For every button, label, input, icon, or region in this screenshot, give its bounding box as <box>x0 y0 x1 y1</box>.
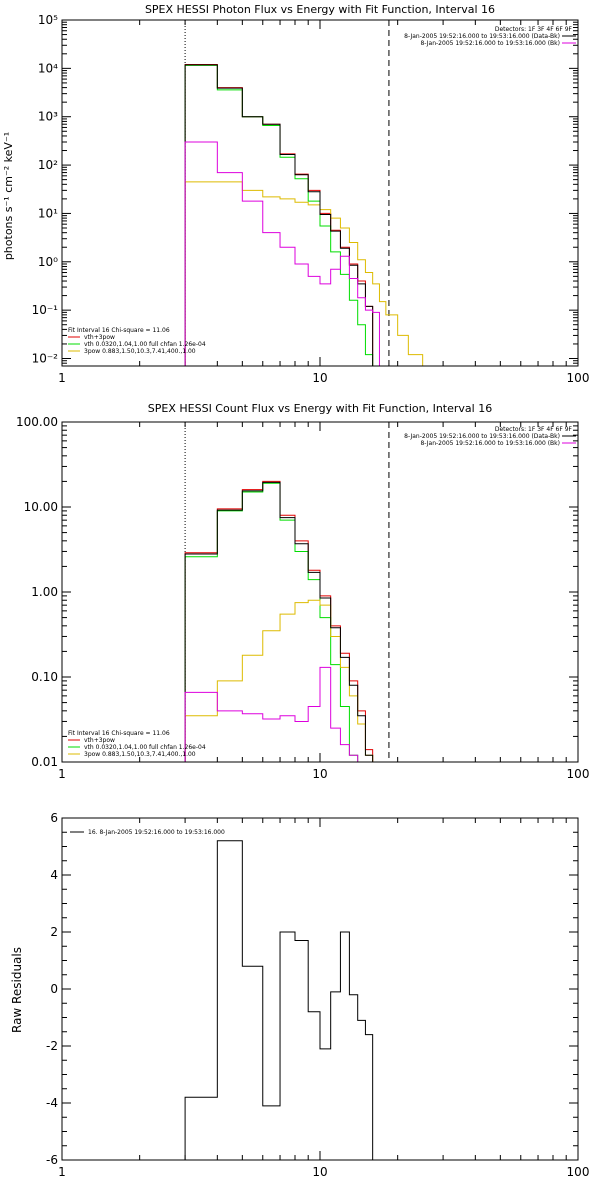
x-tick-label: 100 <box>567 371 590 385</box>
y-tick-label: 4 <box>50 868 58 882</box>
y-tick-label: 0.10 <box>31 670 58 684</box>
series-vth <box>184 482 359 762</box>
x-tick-label: 1 <box>58 371 66 385</box>
y-tick-label: 0.01 <box>31 755 58 769</box>
count-plot-frame <box>61 421 579 763</box>
x-tick-label: 10 <box>312 767 327 781</box>
photon-legend-vth: vth 0.0320,1.04,1.00 full chfan 1.26e-04 <box>84 341 206 348</box>
photon-legend-3pow: 3pow 0.883,1.50,10.3,7.41,400.,1.00 <box>84 348 196 355</box>
series-3pow <box>184 599 374 762</box>
count-series <box>184 480 374 762</box>
y-tick-label: 10⁴ <box>38 61 58 75</box>
photon-legend-right: Detectors: 1F 3F 4F 6F 9F 8-Jan-2005 19:… <box>404 26 576 47</box>
photon-ylabel: photons s⁻¹ cm⁻² keV⁻¹ <box>2 132 15 260</box>
count-legend-left: Fit Interval 16 Chi-square = 11.06 vth+3… <box>68 730 206 758</box>
count-axis-ticks: 1 10 100 0.01 0.10 1.00 10.00 100.00 <box>16 415 589 781</box>
residuals-plot-frame <box>61 817 579 1161</box>
photon-legend-left: Fit Interval 16 Chi-square = 11.06 vth+3… <box>68 327 206 355</box>
count-legend-vth3pow: vth+3pow <box>84 737 115 744</box>
y-tick-label: 10³ <box>38 110 58 124</box>
y-tick-label: 6 <box>50 811 58 825</box>
count-legend-3pow: 3pow 0.883,1.50,10.3,7.41,400.,1.00 <box>84 751 196 758</box>
x-tick-label: 1 <box>58 767 66 781</box>
photon-title: SPEX HESSI Photon Flux vs Energy with Fi… <box>145 3 495 16</box>
photon-fit-range-lines <box>184 20 390 366</box>
count-title: SPEX HESSI Count Flux vs Energy with Fit… <box>148 402 492 415</box>
series-vth <box>184 64 374 366</box>
y-tick-label: 100.00 <box>16 415 58 429</box>
photon-legend-databk: 8-Jan-2005 19:52:16.000 to 19:53:16.000 … <box>404 33 560 40</box>
count-legend-databk: 8-Jan-2005 19:52:16.000 to 19:53:16.000 … <box>404 433 560 440</box>
y-tick-label: -2 <box>46 1039 58 1053</box>
residuals-series <box>184 840 374 1160</box>
y-tick-label: -4 <box>46 1096 58 1110</box>
photon-panel: SPEX HESSI Photon Flux vs Energy with Fi… <box>2 3 589 385</box>
y-tick-label: 10¹ <box>38 206 58 220</box>
residuals-axis-ticks: 1 10 100 -6 -4 -2 0 2 4 6 <box>46 811 589 1179</box>
count-fit-range-lines <box>184 422 390 762</box>
x-tick-label: 10 <box>312 371 327 385</box>
y-tick-label: 0 <box>50 982 58 996</box>
photon-legend-vth3pow: vth+3pow <box>84 334 115 341</box>
count-legend-bk: 8-Jan-2005 19:52:16.000 to 19:53:16.000 … <box>420 440 560 447</box>
x-tick-label: 100 <box>567 1165 590 1179</box>
y-tick-label: 10⁰ <box>38 255 58 269</box>
photon-axis-ticks: 1 10 100 10⁻² 10⁻¹ 10⁰ 10¹ 10² 10³ 10⁴ 10⁵ <box>32 13 590 385</box>
photon-legend-fit-interval: Fit Interval 16 Chi-square = 11.06 <box>68 327 170 334</box>
count-legend-fit-interval: Fit Interval 16 Chi-square = 11.06 <box>68 730 170 737</box>
y-tick-label: 10⁻² <box>32 352 59 366</box>
y-tick-label: 10⁻¹ <box>32 303 59 317</box>
count-panel: SPEX HESSI Count Flux vs Energy with Fit… <box>16 402 589 781</box>
series-vth-3pow <box>184 64 374 366</box>
count-legend-right: Detectors: 1F 3F 4F 6F 9F 8-Jan-2005 19:… <box>404 426 576 447</box>
count-legend-vth: vth 0.0320,1.04,1.00 full chfan 1.26e-04 <box>84 744 206 751</box>
series-bk <box>184 666 359 762</box>
photon-plot-frame <box>61 19 579 367</box>
series-bk <box>184 141 380 366</box>
series-data-bk <box>184 481 374 762</box>
photon-legend-bk: 8-Jan-2005 19:52:16.000 to 19:53:16.000 … <box>420 40 560 47</box>
x-tick-label: 100 <box>567 767 590 781</box>
series-16-8-jan-2005-19-52-16-0 <box>184 840 374 1160</box>
photon-legend-detectors: Detectors: 1F 3F 4F 6F 9F <box>495 26 573 33</box>
count-legend-detectors: Detectors: 1F 3F 4F 6F 9F <box>495 426 573 433</box>
x-tick-label: 1 <box>58 1165 66 1179</box>
series-3pow <box>184 181 424 366</box>
y-tick-label: 10² <box>38 158 58 172</box>
series-vth-3pow <box>184 480 374 762</box>
residuals-legend: 16. 8-Jan-2005 19:52:16.000 to 19:53:16.… <box>88 829 225 836</box>
residuals-panel: Raw Residuals 1 10 100 -6 -4 -2 0 2 4 6 16. 8-Jan… <box>10 811 589 1179</box>
y-tick-label: 2 <box>50 925 58 939</box>
x-tick-label: 10 <box>312 1165 327 1179</box>
series-data-bk <box>184 64 374 366</box>
y-tick-label: 1.00 <box>31 585 58 599</box>
y-tick-label: -6 <box>46 1153 58 1167</box>
y-tick-label: 10⁵ <box>38 13 58 27</box>
y-tick-label: 10.00 <box>24 500 58 514</box>
residuals-ylabel: Raw Residuals <box>10 947 24 1033</box>
photon-series <box>184 64 424 366</box>
